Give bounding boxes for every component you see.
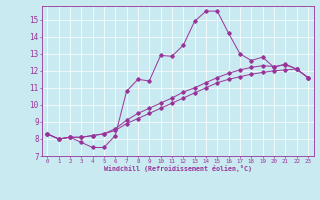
X-axis label: Windchill (Refroidissement éolien,°C): Windchill (Refroidissement éolien,°C) bbox=[104, 165, 252, 172]
